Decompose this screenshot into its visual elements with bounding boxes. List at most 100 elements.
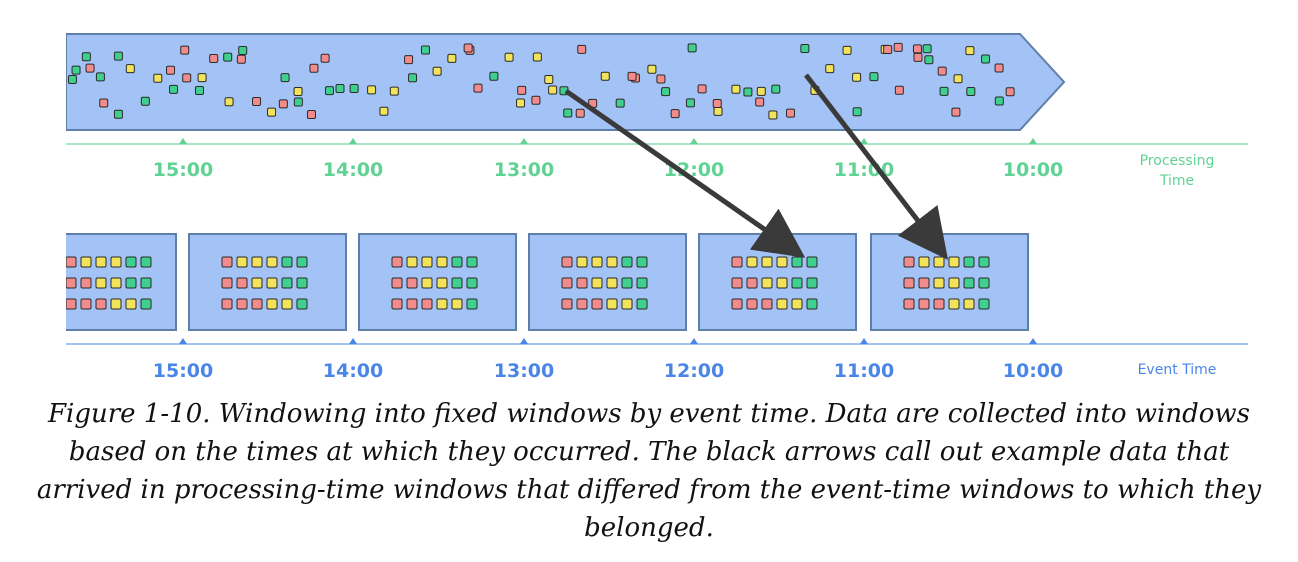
stream-data-point [267,107,277,117]
window-data-point [296,277,308,289]
window-data-point [466,256,478,268]
window-data-point [576,298,588,310]
stream-data-point [516,98,526,108]
window-data-point [421,277,433,289]
window-data-point [621,256,633,268]
window-data-point [978,256,990,268]
processing-tick-mark [179,138,187,144]
stream-data-point [166,65,176,75]
window-data-point [110,298,122,310]
processing-tick-label-5: 11:00 [834,159,894,181]
window-data-point [918,277,930,289]
window-data-point [80,298,92,310]
stream-data-point [169,84,179,94]
stream-data-point [713,106,723,116]
stream-data-point [627,71,637,81]
window-data-point [591,256,603,268]
window-data-point [903,256,915,268]
stream-data-point [965,46,975,56]
stream-data-point [786,108,796,118]
window-data-point [110,277,122,289]
stream-data-point [320,53,330,63]
stream-data-point [953,74,963,84]
stream-data-point [922,44,932,54]
window-data-point [606,298,618,310]
window-data-point [731,277,743,289]
window-data-point [451,277,463,289]
stream-data-point [223,52,233,62]
stream-data-point [367,85,377,95]
stream-data-point [113,109,123,119]
window-data-point [140,298,152,310]
stream-data-point [1005,87,1015,97]
stream-data-point [731,84,741,94]
window-data-point [731,256,743,268]
processing-tick-mark [349,138,357,144]
window-data-point [436,277,448,289]
stream-data-point [756,86,766,96]
stream-data-point [577,44,587,54]
window-data-point [221,277,233,289]
stream-data-point [140,96,150,106]
processing-tick-mark [690,138,698,144]
stream-data-point [335,83,345,93]
window-data-point [391,256,403,268]
window-data-point [236,298,248,310]
window-data-point [806,298,818,310]
stream-data-point [238,46,248,56]
stream-data-point [600,71,610,81]
window-data-point [978,298,990,310]
stream-data-point [951,107,961,117]
window-data-point [140,256,152,268]
window-data-point [451,256,463,268]
window-data-point [591,277,603,289]
window-data-point [963,256,975,268]
stream-data-point [544,74,554,84]
stream-data-point [389,86,399,96]
stream-data-point [852,107,862,117]
event-tick-label-4: 12:00 [664,360,724,382]
window-data-point [95,277,107,289]
stream-data-point [125,64,135,74]
window-data-point [80,256,92,268]
stream-data-point [531,95,541,105]
window-data-point [576,277,588,289]
stream-data-point [924,55,934,65]
stream-data-point [913,52,923,62]
window-data-point [776,277,788,289]
window-data-point [65,277,77,289]
processing-tick-label-6: 10:00 [1003,159,1063,181]
processing-time-ticks [179,138,1037,144]
event-tick-label-5: 11:00 [834,360,894,382]
window-data-point [451,298,463,310]
stream-data-point [517,85,527,95]
left-edge-mask [0,30,66,340]
stream-data-point [615,98,625,108]
window-data-point [933,298,945,310]
window-data-point [948,256,960,268]
window-data-point [561,256,573,268]
stream-data-point [755,97,765,107]
stream-data-point [647,64,657,74]
event-tick-mark [520,338,528,344]
window-data-point [761,256,773,268]
event-tick-mark [860,338,868,344]
window-data-point [221,256,233,268]
stream-data-point [194,85,204,95]
stream-data-point [420,45,430,55]
window-data-point [266,298,278,310]
stream-data-point [197,73,207,83]
window-data-point [236,277,248,289]
processing-tick-label-3: 13:00 [494,159,554,181]
stream-data-point [379,106,389,116]
window-data-point [606,277,618,289]
stream-data-point [743,87,753,97]
window-data-point [948,277,960,289]
window-data-point [806,256,818,268]
stream-data-point [99,98,109,108]
stream-data-point [236,54,246,64]
window-data-point [125,298,137,310]
window-data-point [236,256,248,268]
window-data-point [391,277,403,289]
stream-data-point [685,98,695,108]
